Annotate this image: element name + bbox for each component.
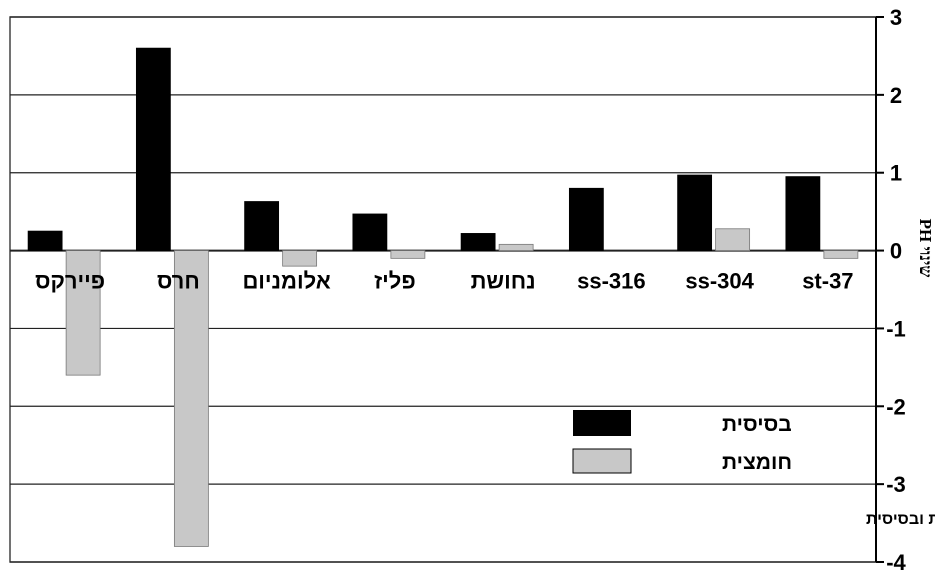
y-tick-label: -3	[886, 472, 906, 497]
bar-acidic-1	[715, 228, 751, 251]
bar-acidic-6	[173, 250, 209, 547]
y-tick-label: 2	[890, 83, 902, 108]
legend-swatch-acidic	[572, 448, 632, 474]
bar-basic-0	[785, 176, 821, 251]
category-labels: st-37 ss-304 ss-316 נחושת פליז אלומניום חרס פיי…	[35, 269, 853, 294]
bar-basic-2	[568, 187, 604, 251]
legend-label-basic: בסיסית	[722, 413, 792, 436]
y-tick-label: 0	[890, 239, 902, 264]
y-tick-label: 1	[890, 161, 902, 186]
legend-label-acidic: חומצית	[722, 451, 792, 474]
y-tick-label: -1	[886, 316, 906, 341]
category-label: ss-304	[685, 269, 754, 294]
category-label: נחושת	[471, 269, 536, 294]
bar-basic-3	[460, 233, 496, 251]
bar-acidic-3	[498, 243, 534, 251]
category-label: ss-316	[577, 269, 646, 294]
y-tick-label: 3	[890, 5, 902, 30]
y-tick-label: -2	[886, 394, 906, 419]
category-label: חרס	[157, 269, 200, 294]
category-label: פליז	[374, 269, 416, 294]
chart-caption: שינוי PH לאחר חשיפה לתמיסה חומצית ובסיסי…	[866, 510, 935, 528]
bars	[27, 47, 859, 547]
bar-acidic-5	[282, 250, 318, 267]
category-label: st-37	[802, 269, 853, 294]
legend-swatch-basic	[573, 410, 631, 436]
bar-acidic-4	[390, 250, 426, 259]
bar-basic-5	[244, 201, 280, 251]
bar-basic-4	[352, 213, 388, 251]
bar-basic-7	[27, 230, 63, 251]
bar-acidic-7	[65, 250, 101, 376]
y-tick-labels: 3 2 1 0 -1 -2 -3 -4	[876, 5, 907, 572]
bar-basic-6	[135, 47, 171, 251]
category-label: פיירקס	[35, 269, 105, 294]
bar-basic-1	[677, 174, 713, 251]
bar-acidic-0	[823, 250, 859, 259]
legend: בסיסית חומצית	[572, 410, 792, 474]
category-label: אלומניום	[242, 269, 330, 294]
y-tick-label: -4	[886, 550, 906, 572]
y-axis-label: שינוי PH	[916, 219, 935, 278]
